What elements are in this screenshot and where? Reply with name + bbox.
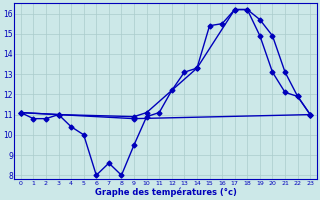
X-axis label: Graphe des températures (°c): Graphe des températures (°c)	[95, 187, 236, 197]
